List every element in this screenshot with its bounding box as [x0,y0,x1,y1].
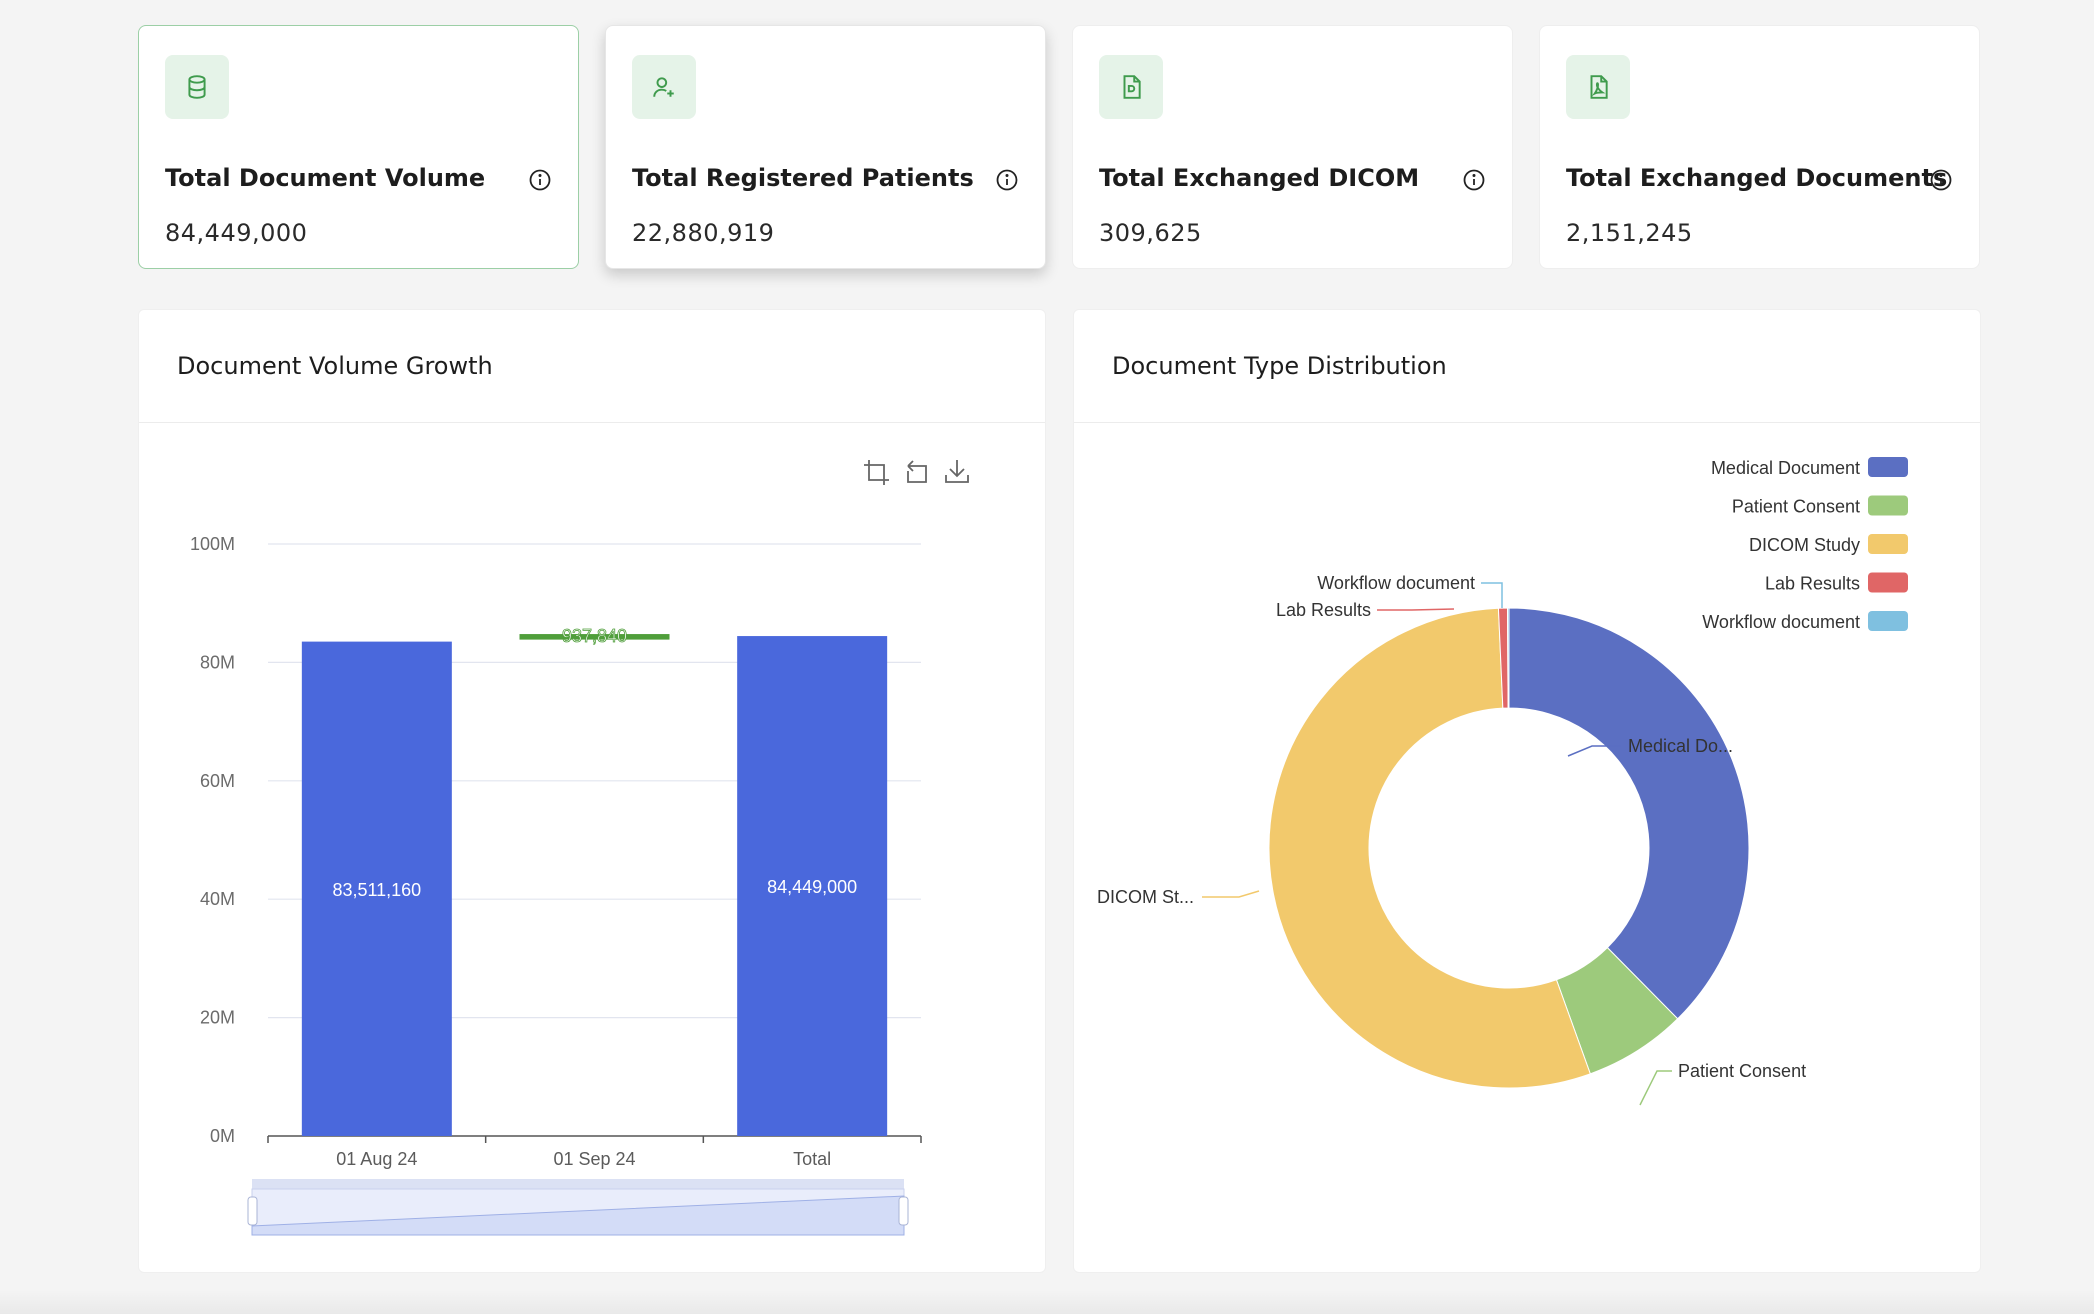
panel-header: Document Type Distribution [1074,310,1980,423]
download-icon[interactable] [945,460,969,483]
label-leader-line [1639,1070,1672,1106]
legend-label: Medical Document [1711,458,1860,478]
info-icon[interactable] [1929,168,1953,192]
legend-item[interactable]: Workflow document [1702,611,1908,632]
label-leader-line [1377,608,1455,611]
legend-item[interactable]: DICOM Study [1749,534,1908,555]
kpi-value: 84,449,000 [165,219,308,247]
kpi-title: Total Registered Patients [632,164,974,192]
info-icon[interactable] [1462,168,1486,192]
legend-swatch [1868,572,1908,593]
slice-label: Patient Consent [1678,1061,1806,1081]
kpi-card-registered-patients[interactable]: Total Registered Patients 22,880,919 [605,25,1046,269]
data-zoom-top-bar[interactable] [252,1179,904,1189]
label-leader-line [1481,582,1503,608]
slice-label: Workflow document [1317,573,1475,593]
kpi-value: 22,880,919 [632,219,775,247]
kpi-card-exchanged-documents[interactable]: Total Exchanged Documents 2,151,245 [1539,25,1980,269]
x-tick-label: 01 Sep 24 [553,1149,635,1169]
bar-chart: 0M 20M 40M 60M 80M 100M 83,511,160 01 Aug 24 937… [190,460,969,1236]
y-tick-label: 80M [200,652,235,672]
y-tick-label: 20M [200,1008,235,1028]
bar[interactable] [301,641,452,1136]
y-tick-label: 40M [200,889,235,909]
bar[interactable] [519,634,670,640]
bar[interactable] [737,636,888,1136]
user-plus-icon [632,55,696,119]
legend-item[interactable]: Lab Results [1765,572,1908,594]
bar-value-label: 84,449,000 [767,877,857,897]
donut-slice[interactable] [1508,607,1750,1020]
donut-slice[interactable] [1506,607,1510,709]
legend-label: Patient Consent [1732,497,1860,517]
bar-value-label: 83,511,160 [332,880,421,900]
panel-header: Document Volume Growth [139,310,1045,423]
panel-title: Document Volume Growth [177,352,493,380]
legend-label: Lab Results [1765,574,1860,594]
data-zoom-slider[interactable] [247,1179,909,1236]
kpi-card-exchanged-dicom[interactable]: Total Exchanged DICOM 309,625 [1072,25,1513,269]
panel-title: Document Type Distribution [1112,352,1447,380]
slice-label: Lab Results [1276,600,1371,620]
legend-item[interactable]: Patient Consent [1732,495,1908,517]
donut-slice[interactable] [1268,607,1591,1089]
bar-value-label: 937,840 [562,626,627,646]
data-zoom-left-handle[interactable] [247,1196,258,1226]
donut-chart: Medical Document Patient Consent DICOM Stu… [1097,457,1908,1106]
label-leader-line [1567,745,1621,757]
database-icon [165,55,229,119]
legend-swatch [1868,534,1908,554]
zoom-icon[interactable] [864,460,889,485]
info-icon[interactable] [995,168,1019,192]
pdf-file-icon [1566,55,1630,119]
x-tick-label: 01 Aug 24 [336,1149,417,1169]
data-zoom-right-handle[interactable] [898,1196,909,1226]
y-tick-label: 0M [210,1126,235,1146]
slice-label: DICOM St... [1097,887,1194,907]
data-zoom-preview [251,1195,905,1236]
kpi-card-document-volume[interactable]: Total Document Volume 84,449,000 [138,25,579,269]
legend-label: Workflow document [1702,612,1860,632]
y-tick-label: 100M [190,534,235,554]
y-tick-label: 60M [200,771,235,791]
x-tick-label: Total [793,1149,831,1169]
legend-swatch [1868,457,1908,477]
legend-label: DICOM Study [1749,535,1860,555]
page-bottom-edge [0,1290,2094,1314]
kpi-title: Total Document Volume [165,164,486,192]
label-leader-line [1202,890,1260,898]
legend-swatch [1868,611,1908,631]
legend-swatch [1868,495,1908,516]
kpi-value: 2,151,245 [1566,219,1693,247]
kpi-value: 309,625 [1099,219,1202,247]
dicom-file-icon [1099,55,1163,119]
chart-toolbox [864,460,969,485]
kpi-title: Total Exchanged DICOM [1099,164,1420,192]
info-icon[interactable] [528,168,552,192]
document-volume-growth-panel: Document Volume Growth 0M 20M 40M 60M 80M 100… [138,309,1046,1273]
legend-item[interactable]: Medical Document [1711,457,1908,478]
kpi-title: Total Exchanged Documents [1566,164,1948,192]
restore-icon[interactable] [907,460,927,483]
document-type-distribution-panel: Document Type Distribution Medical Docum… [1073,309,1981,1273]
slice-label: Medical Do... [1628,736,1733,756]
